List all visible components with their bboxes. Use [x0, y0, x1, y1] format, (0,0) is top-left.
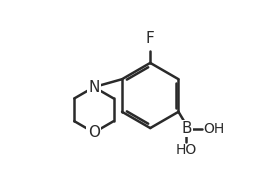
Text: N: N [88, 80, 100, 94]
Text: HO: HO [176, 143, 197, 157]
Text: B: B [181, 121, 192, 136]
Text: F: F [146, 31, 155, 46]
Text: O: O [88, 125, 100, 140]
Text: OH: OH [204, 122, 225, 136]
